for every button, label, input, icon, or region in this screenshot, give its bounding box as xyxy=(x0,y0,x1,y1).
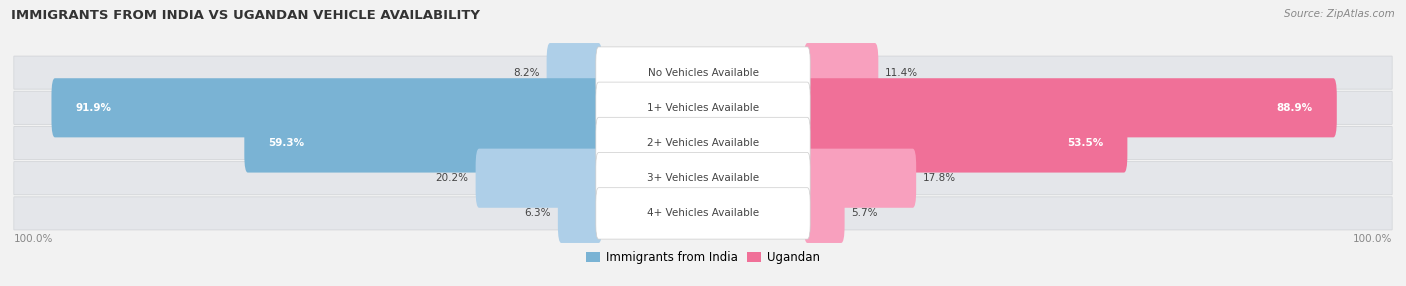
FancyBboxPatch shape xyxy=(245,114,602,172)
FancyBboxPatch shape xyxy=(596,152,810,204)
FancyBboxPatch shape xyxy=(804,149,917,208)
FancyBboxPatch shape xyxy=(14,162,1392,195)
FancyBboxPatch shape xyxy=(596,188,810,239)
Text: 2+ Vehicles Available: 2+ Vehicles Available xyxy=(647,138,759,148)
FancyBboxPatch shape xyxy=(52,78,602,137)
FancyBboxPatch shape xyxy=(596,117,810,169)
FancyBboxPatch shape xyxy=(596,47,810,98)
Text: 59.3%: 59.3% xyxy=(269,138,305,148)
Text: 3+ Vehicles Available: 3+ Vehicles Available xyxy=(647,173,759,183)
Text: 5.7%: 5.7% xyxy=(852,208,879,219)
Legend: Immigrants from India, Ugandan: Immigrants from India, Ugandan xyxy=(581,247,825,269)
Text: Source: ZipAtlas.com: Source: ZipAtlas.com xyxy=(1284,9,1395,19)
Text: 11.4%: 11.4% xyxy=(886,67,918,78)
FancyBboxPatch shape xyxy=(14,197,1392,230)
Text: 88.9%: 88.9% xyxy=(1277,103,1312,113)
Text: 8.2%: 8.2% xyxy=(513,67,540,78)
Text: 53.5%: 53.5% xyxy=(1067,138,1104,148)
Text: 1+ Vehicles Available: 1+ Vehicles Available xyxy=(647,103,759,113)
FancyBboxPatch shape xyxy=(804,43,879,102)
FancyBboxPatch shape xyxy=(558,184,602,243)
FancyBboxPatch shape xyxy=(804,184,845,243)
FancyBboxPatch shape xyxy=(804,78,1337,137)
Text: 100.0%: 100.0% xyxy=(14,234,53,244)
Text: 6.3%: 6.3% xyxy=(524,208,551,219)
FancyBboxPatch shape xyxy=(596,82,810,134)
Text: 4+ Vehicles Available: 4+ Vehicles Available xyxy=(647,208,759,219)
FancyBboxPatch shape xyxy=(14,56,1392,89)
Text: 91.9%: 91.9% xyxy=(76,103,112,113)
Text: 100.0%: 100.0% xyxy=(1353,234,1392,244)
FancyBboxPatch shape xyxy=(475,149,602,208)
Text: 17.8%: 17.8% xyxy=(924,173,956,183)
FancyBboxPatch shape xyxy=(547,43,602,102)
FancyBboxPatch shape xyxy=(804,114,1128,172)
Text: IMMIGRANTS FROM INDIA VS UGANDAN VEHICLE AVAILABILITY: IMMIGRANTS FROM INDIA VS UGANDAN VEHICLE… xyxy=(11,9,481,21)
FancyBboxPatch shape xyxy=(14,126,1392,160)
FancyBboxPatch shape xyxy=(14,91,1392,124)
Text: 20.2%: 20.2% xyxy=(436,173,468,183)
Text: No Vehicles Available: No Vehicles Available xyxy=(648,67,758,78)
